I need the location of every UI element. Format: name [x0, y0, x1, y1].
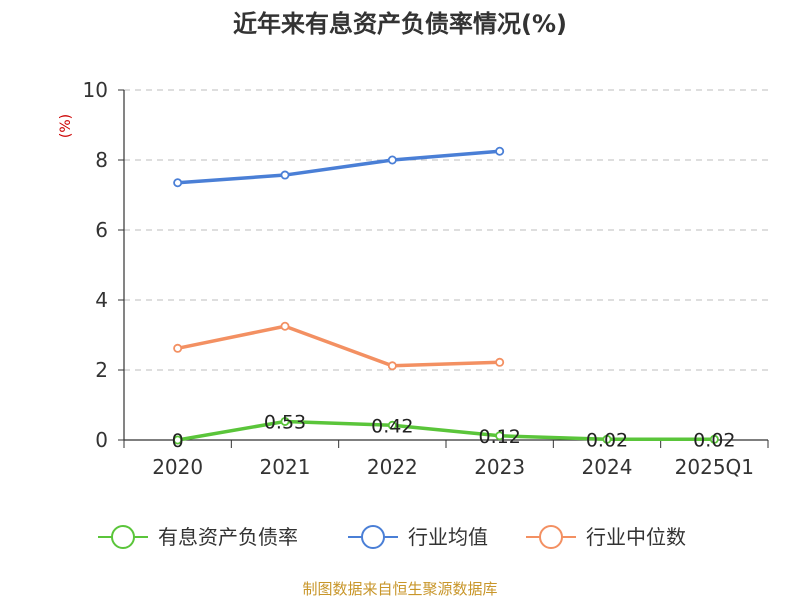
source-note: 制图数据来自恒生聚源数据库	[302, 580, 497, 598]
series-line	[175, 149, 502, 185]
legend-label: 有息资产负债率	[158, 525, 298, 549]
legend-swatch-marker	[111, 525, 135, 549]
x-tick-label: 2020	[152, 455, 203, 479]
legend-swatch-marker	[539, 525, 563, 549]
data-point	[495, 357, 505, 367]
x-tick-label: 2024	[582, 455, 633, 479]
data-label: 0.42	[371, 415, 413, 437]
y-tick-label: 2	[95, 358, 108, 382]
legend-swatch-marker	[361, 525, 385, 549]
y-tick-label: 4	[95, 288, 108, 312]
data-point	[173, 178, 183, 188]
grid-lines	[124, 89, 768, 371]
data-point	[387, 420, 397, 430]
data-point	[387, 361, 397, 371]
legend-item: 行业均值	[348, 525, 488, 549]
legend-label: 行业中位数	[586, 525, 686, 549]
series-lines	[173, 146, 719, 445]
legend-item: 行业中位数	[526, 525, 686, 549]
x-tick-label: 2021	[260, 455, 311, 479]
data-point	[495, 146, 505, 156]
data-label: 0.53	[264, 411, 306, 433]
y-tick-label: 0	[95, 428, 108, 452]
y-tick-label: 6	[95, 218, 108, 242]
data-label: 0.02	[693, 429, 735, 451]
data-labels: 0 0.53 0.42 0.12 0.02 0.02	[172, 411, 736, 452]
data-point	[173, 435, 183, 445]
y-axis-label: (%)	[58, 114, 74, 138]
data-label: 0	[172, 430, 184, 452]
data-point	[602, 434, 612, 444]
x-tick-label: 2022	[367, 455, 418, 479]
x-tick-label: 2023	[474, 455, 525, 479]
data-point	[280, 170, 290, 180]
legend-label: 行业均值	[408, 525, 488, 549]
data-point	[280, 416, 290, 426]
series-line	[175, 324, 502, 368]
data-point	[709, 434, 719, 444]
chart-title: 近年来有息资产负债率情况(%)	[233, 10, 567, 38]
legend: 有息资产负债率 行业均值 行业中位数	[98, 525, 686, 549]
y-tick-label: 10	[83, 78, 108, 102]
data-point	[387, 155, 397, 165]
axes: 0 2 4 6 8 10 2020 2021 2022 2023 2024 2025Q1	[83, 78, 769, 479]
y-tick-label: 8	[95, 148, 108, 172]
series-line	[175, 419, 717, 442]
data-point	[495, 431, 505, 441]
data-label: 0.12	[479, 426, 521, 448]
legend-item: 有息资产负债率	[98, 525, 298, 549]
data-label: 0.02	[586, 429, 628, 451]
data-point	[280, 321, 290, 331]
data-point	[173, 343, 183, 353]
x-tick-label: 2025Q1	[675, 455, 754, 479]
